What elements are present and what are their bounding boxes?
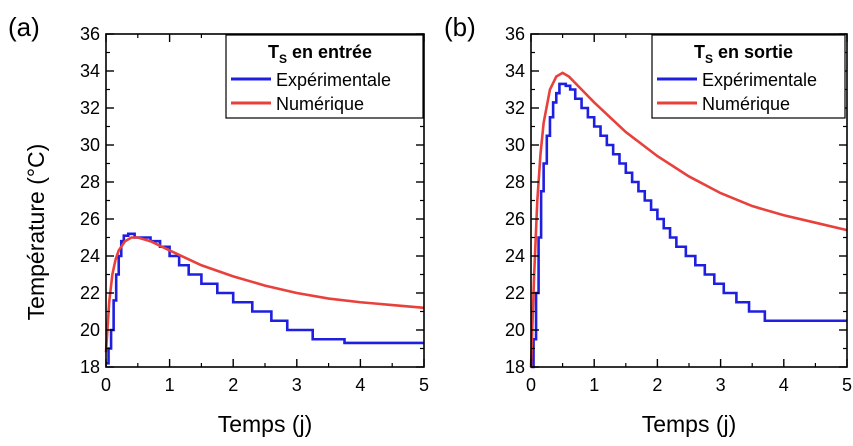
panel-a-x-tick-label: 1 (165, 375, 175, 395)
panel-b-x-tick-label: 4 (779, 375, 789, 395)
panel-b-y-tick-label: 18 (505, 357, 525, 377)
panel-b-x-tick-label: 0 (526, 375, 536, 395)
panel-b-y-tick-label: 26 (505, 209, 525, 229)
panel-b-y-tick-label: 24 (505, 246, 525, 266)
panel-a-y-tick-label: 20 (80, 320, 100, 340)
panel-a-legend: TS en entrée Expérimentale Numérique (225, 34, 424, 119)
panel-b-x-axis-label: Temps (j) (642, 411, 737, 437)
panel-b-y-tick-label: 34 (505, 61, 525, 81)
panel-a-y-tick-label: 18 (80, 357, 100, 377)
panel-b-y-tick-label: 32 (505, 98, 525, 118)
panel-b-series-experimental-line (531, 82, 847, 369)
panel-b-legend-label-numerical: Numérique (702, 94, 790, 114)
panel-b-legend-title: TS en sortie (694, 42, 793, 66)
panel-a-x-axis-label: Temps (j) (218, 411, 313, 437)
panel-a-y-axis-label: Température (°C) (23, 144, 49, 321)
panel-a-series-experimental-line (106, 232, 424, 365)
panel-b-y-tick-label: 20 (505, 320, 525, 340)
panel-a-y-tick-label: 30 (80, 135, 100, 155)
panel-a-y-tick-label: 28 (80, 172, 100, 192)
panel-a-legend-title: TS en entrée (268, 42, 372, 66)
panel-b-x-tick-label: 5 (842, 375, 852, 395)
panel-b-series-numerical-line (529, 71, 848, 368)
panel-a-y-tick-label: 36 (80, 24, 100, 44)
panel-a-y-tick-label: 34 (80, 61, 100, 81)
panel-b-x-tick-label: 1 (589, 375, 599, 395)
panel-a-x-tick-label: 2 (228, 375, 238, 395)
panel-b-y-tick-label: 22 (505, 283, 525, 303)
panel-a-y-tick-label: 22 (80, 283, 100, 303)
panel-a-y-tick-label: 26 (80, 209, 100, 229)
panel-a-legend-label-numerical: Numérique (276, 94, 364, 114)
panel-a-legend-label-experimental: Expérimentale (276, 70, 391, 90)
panel-b-y-tick-label: 36 (505, 24, 525, 44)
panel-b-x-tick-label: 2 (652, 375, 662, 395)
panel-b-legend-label-experimental: Expérimentale (702, 70, 817, 90)
panel-a-label: (a) (8, 12, 40, 42)
panel-b-x-tick-label: 3 (716, 375, 726, 395)
panel-b-series (529, 71, 848, 369)
panel-a-y-tick-label: 32 (80, 98, 100, 118)
panel-b-legend: TS en sortie Expérimentale Numérique (651, 34, 846, 119)
panel-a-series (104, 232, 425, 365)
panel-a-x-tick-label: 4 (355, 375, 365, 395)
panel-b-y-tick-label: 30 (505, 135, 525, 155)
panel-b-y-tick-label: 28 (505, 172, 525, 192)
panel-a-y-tick-label: 24 (80, 246, 100, 266)
panel-a-x-tick-label: 3 (292, 375, 302, 395)
panel-b-label: (b) (444, 12, 476, 42)
panel-a-x-tick-label: 0 (101, 375, 111, 395)
panel-a-x-tick-label: 5 (419, 375, 429, 395)
panel-a-series-numerical-line (104, 236, 425, 353)
